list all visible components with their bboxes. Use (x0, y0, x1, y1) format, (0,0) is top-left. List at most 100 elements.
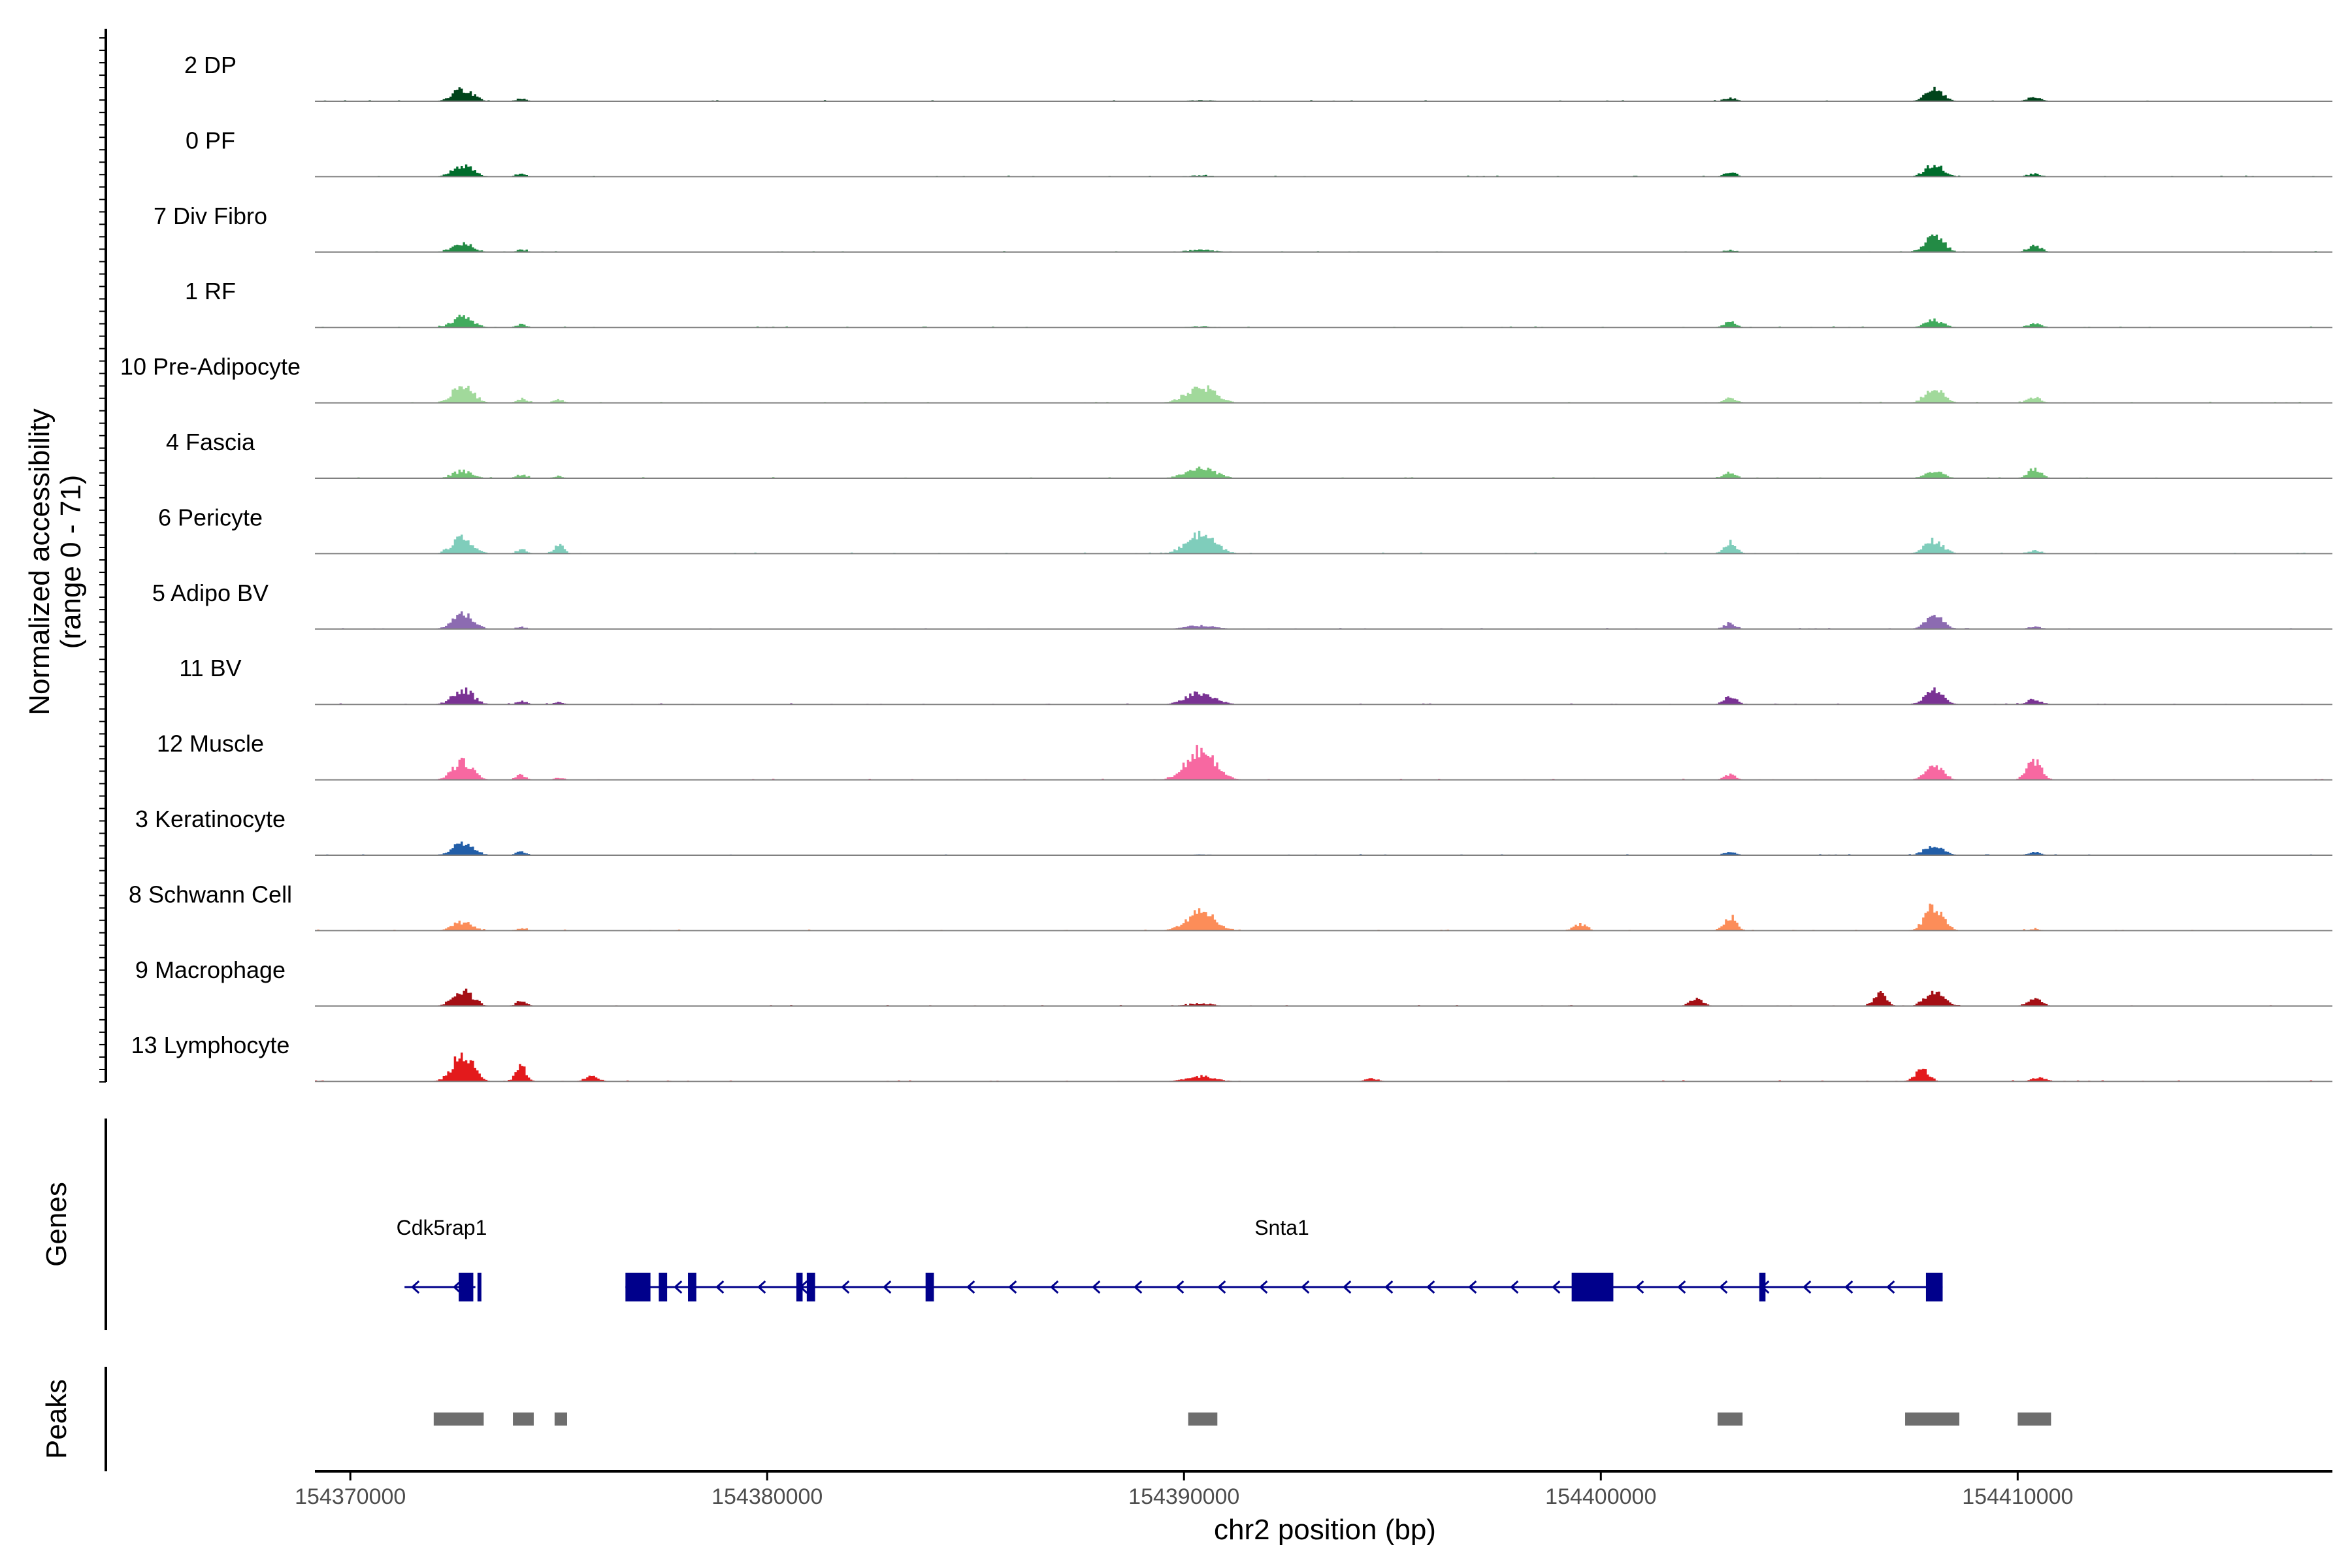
coverage-area (315, 745, 2332, 780)
track-label: 8 Schwann Cell (129, 881, 292, 907)
track-0-pf: 0 PF (186, 127, 2332, 178)
peak-region (1905, 1413, 1959, 1426)
y-axis-title-line2: (range 0 - 71) (55, 475, 87, 649)
track-label: 11 BV (179, 655, 241, 681)
track-4-fascia: 4 Fascia (166, 429, 2332, 479)
track-10-pre-adipocyte: 10 Pre-Adipocyte (120, 353, 2332, 404)
strand-arrow (1510, 1280, 1519, 1294)
strand-arrow (715, 1280, 725, 1294)
track-13-lymphocyte: 13 Lymphocyte (131, 1032, 2332, 1083)
strand-arrow (452, 1280, 462, 1294)
strand-arrow (410, 1280, 420, 1294)
track-7-div-fibro: 7 Div Fibro (154, 203, 2332, 253)
coverage-area (315, 988, 2332, 1006)
track-label: 9 Macrophage (135, 956, 286, 983)
track-label: 7 Div Fibro (154, 203, 267, 229)
coverage-area (315, 235, 2332, 252)
track-11-bv: 11 BV (179, 655, 2332, 706)
strand-arrow (1719, 1280, 1728, 1294)
genes-track-label: Genes (41, 1182, 73, 1267)
strand-arrow (1426, 1280, 1435, 1294)
track-label: 2 DP (184, 52, 237, 78)
track-label: 13 Lymphocyte (131, 1032, 290, 1058)
strand-arrow (966, 1280, 975, 1294)
peak-region (1188, 1413, 1218, 1426)
strand-arrow (1092, 1280, 1101, 1294)
peak-region (513, 1413, 534, 1426)
track-1-rf: 1 RF (185, 278, 2332, 329)
strand-arrow (1301, 1280, 1310, 1294)
track-label: 0 PF (186, 127, 235, 154)
strand-arrow (1635, 1280, 1644, 1294)
peak-region (1717, 1413, 1743, 1426)
coverage-area (315, 904, 2332, 931)
x-tick-label: 154370000 (295, 1484, 406, 1509)
peak-region (554, 1413, 567, 1426)
peaks-track-label: Peaks (41, 1379, 73, 1459)
exon (925, 1273, 934, 1301)
strand-arrow (1803, 1280, 1812, 1294)
coverage-area (315, 86, 2332, 101)
x-tick-label: 154380000 (711, 1484, 823, 1509)
y-axis-title-line1: Normalized accessibility (24, 408, 56, 715)
coverage-area (315, 687, 2332, 705)
exon (688, 1273, 696, 1301)
strand-arrow (1134, 1280, 1143, 1294)
strand-arrow (883, 1280, 892, 1294)
strand-arrow (1468, 1280, 1477, 1294)
x-tick-label: 154410000 (1962, 1484, 2073, 1509)
strand-arrow (1844, 1280, 1854, 1294)
gene-name: Cdk5rap1 (397, 1216, 487, 1239)
strand-arrow (757, 1280, 766, 1294)
track-6-pericyte: 6 Pericyte (158, 504, 2332, 555)
track-5-adipo-bv: 5 Adipo BV (152, 580, 2332, 630)
exon (1925, 1273, 1943, 1301)
strand-arrow (1677, 1280, 1686, 1294)
x-axis-title: chr2 position (bp) (1214, 1514, 1436, 1546)
exon (1759, 1273, 1766, 1301)
strand-arrow (1343, 1280, 1352, 1294)
coverage-area (315, 385, 2332, 403)
coverage-area (315, 611, 2332, 629)
exon (459, 1273, 474, 1301)
x-axis: 154370000 154380000 154390000 154400000 1544… (295, 1470, 2332, 1509)
x-tick-label: 154390000 (1128, 1484, 1239, 1509)
peak-region (2017, 1413, 2051, 1426)
strand-arrow (841, 1280, 850, 1294)
track-label: 12 Muscle (157, 730, 264, 757)
track-label: 1 RF (185, 278, 236, 304)
peak-region (433, 1413, 484, 1426)
coverage-area (315, 531, 2332, 554)
track-12-muscle: 12 Muscle (157, 730, 2332, 781)
exon (625, 1273, 651, 1301)
gene-cdk5rap1: Cdk5rap1 (397, 1216, 487, 1301)
exon (806, 1273, 815, 1301)
strand-arrow (1217, 1280, 1226, 1294)
track-label: 5 Adipo BV (152, 580, 269, 606)
exon (477, 1273, 482, 1301)
track-8-schwann-cell: 8 Schwann Cell (129, 881, 2332, 932)
track-9-macrophage: 9 Macrophage (135, 956, 2332, 1007)
gene-snta1: Snta1 (625, 1216, 1943, 1301)
peak-track (433, 1413, 2051, 1426)
exon (796, 1273, 803, 1301)
coverage-area (315, 164, 2332, 177)
strand-arrow (1008, 1280, 1017, 1294)
strand-arrow (1259, 1280, 1268, 1294)
x-tick-label: 154400000 (1545, 1484, 1656, 1509)
track-label: 6 Pericyte (158, 504, 263, 531)
coverage-tracks: 2 DP 0 PF 7 Div Fibro 1 RF 10 Pre-Adipocyte 4… (120, 52, 2332, 1083)
coverage-area (315, 466, 2332, 478)
strand-arrow (674, 1280, 683, 1294)
track-label: 10 Pre-Adipocyte (120, 353, 301, 380)
track-2-dp: 2 DP (184, 52, 2332, 102)
strand-arrow (1384, 1280, 1394, 1294)
exon (659, 1273, 668, 1301)
coverage-y-axis (99, 29, 107, 1083)
coverage-area (315, 841, 2332, 855)
gene-name: Snta1 (1254, 1216, 1309, 1239)
strand-arrow (1552, 1280, 1561, 1294)
track-label: 3 Keratinocyte (135, 806, 286, 832)
track-3-keratinocyte: 3 Keratinocyte (135, 806, 2332, 856)
